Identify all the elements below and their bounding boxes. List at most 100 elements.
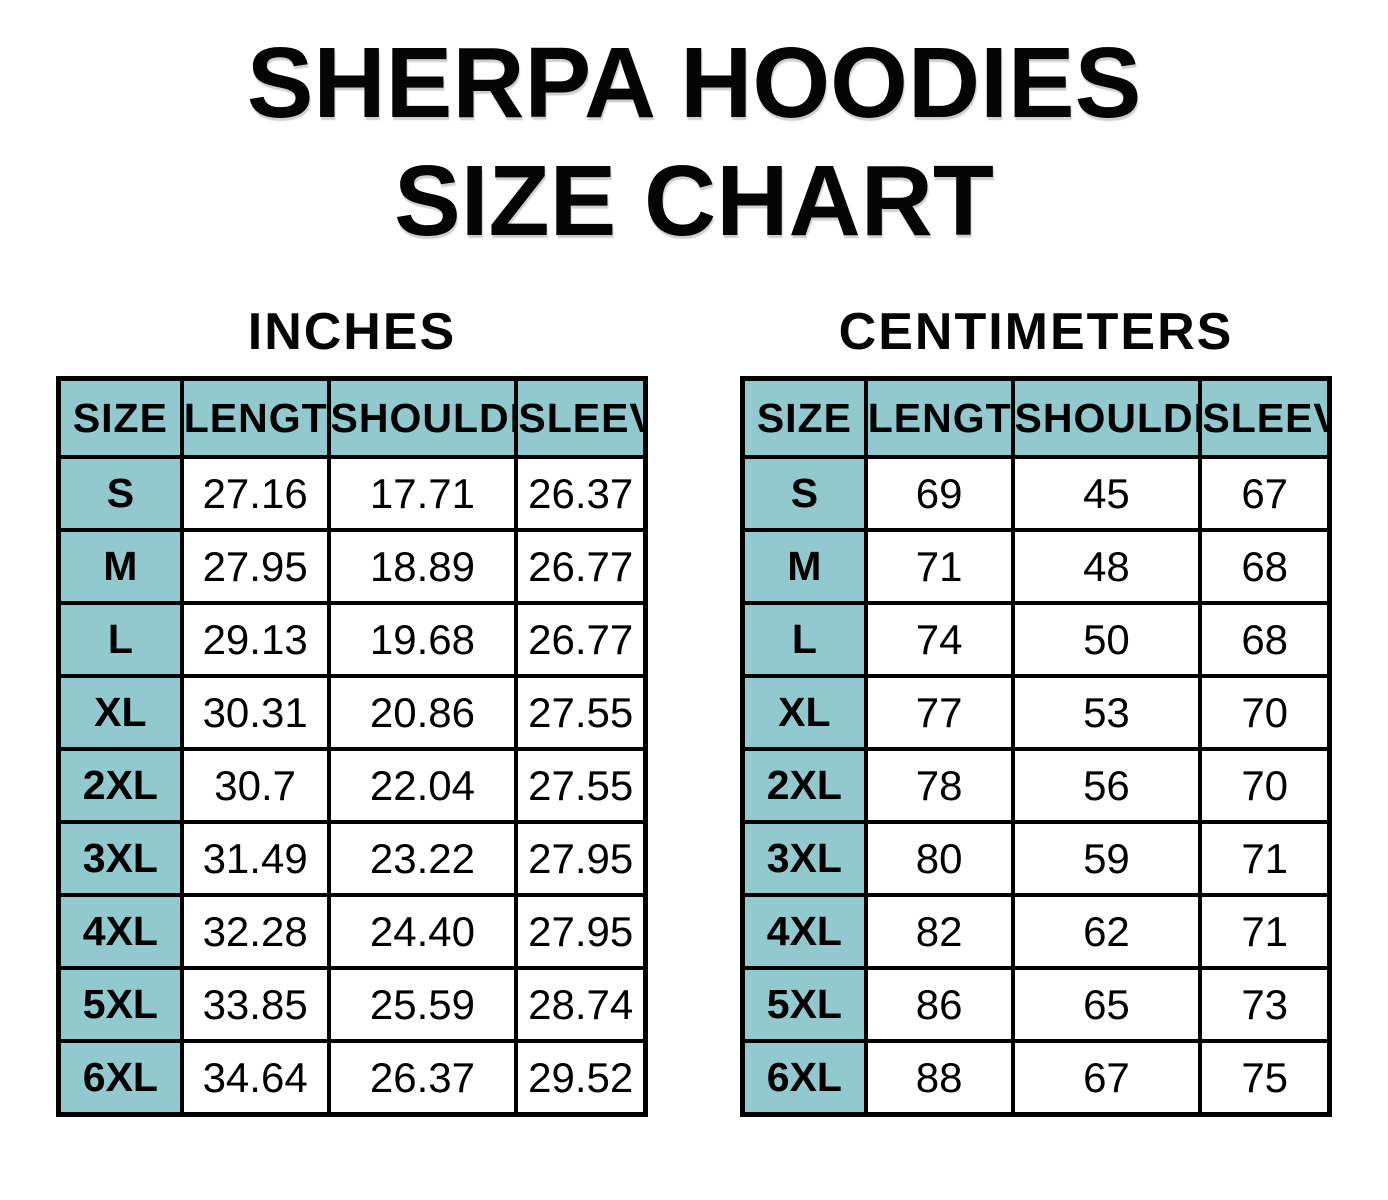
value-cell: 25.59 — [326, 966, 519, 1043]
value-cell: 26.77 — [514, 528, 648, 605]
size-cell: 2XL — [740, 747, 868, 824]
table-row: L 29.13 19.68 26.77 — [56, 601, 648, 678]
value-cell: 67 — [1198, 455, 1332, 532]
column-header-sleeve: SLEEVE — [514, 376, 648, 459]
size-cell: XL — [740, 674, 868, 751]
value-cell: 18.89 — [326, 528, 519, 605]
value-cell: 62 — [1010, 893, 1203, 970]
header-row: SIZE LENGTH SHOULDER SLEEVE — [56, 376, 648, 459]
tables-container: INCHES SIZE LENGTH SHOULDER SLEEVE — [0, 302, 1388, 1117]
value-cell: 70 — [1198, 674, 1332, 751]
value-cell: 26.37 — [326, 1039, 519, 1117]
value-cell: 26.37 — [514, 455, 648, 532]
value-cell: 71 — [1198, 820, 1332, 897]
column-header-sleeve: SLEEVE — [1198, 376, 1332, 459]
table-row: S 27.16 17.71 26.37 — [56, 455, 648, 532]
size-cell: 2XL — [56, 747, 184, 824]
value-cell: 26.77 — [514, 601, 648, 678]
value-cell: 45 — [1010, 455, 1203, 532]
inches-table: SIZE LENGTH SHOULDER SLEEVE S27.1617.712… — [56, 376, 648, 1117]
centimeters-table: SIZE LENGTH SHOULDER SLEEVE S694567M7148… — [740, 376, 1332, 1117]
table-row: M 71 48 68 — [740, 528, 1332, 605]
inches-table-block: INCHES SIZE LENGTH SHOULDER SLEEVE — [56, 302, 648, 1117]
value-cell: 65 — [1010, 966, 1203, 1043]
value-cell: 82 — [863, 893, 1015, 970]
value-cell: 22.04 — [326, 747, 519, 824]
table-row: S 69 45 67 — [740, 455, 1332, 532]
value-cell: 19.68 — [326, 601, 519, 678]
size-cell: M — [56, 528, 184, 605]
value-cell: 31.49 — [179, 820, 331, 897]
value-cell: 29.13 — [179, 601, 331, 678]
value-cell: 28.74 — [514, 966, 648, 1043]
value-cell: 30.31 — [179, 674, 331, 751]
value-cell: 27.95 — [514, 893, 648, 970]
table-row: XL 30.31 20.86 27.55 — [56, 674, 648, 751]
value-cell: 53 — [1010, 674, 1203, 751]
value-cell: 80 — [863, 820, 1015, 897]
column-header-length: LENGTH — [179, 376, 331, 459]
value-cell: 29.52 — [514, 1039, 648, 1117]
table-row: L 74 50 68 — [740, 601, 1332, 678]
header-row: SIZE LENGTH SHOULDER SLEEVE — [740, 376, 1332, 459]
value-cell: 27.16 — [179, 455, 331, 532]
value-cell: 27.55 — [514, 674, 648, 751]
size-cell: XL — [56, 674, 184, 751]
table-row: 3XL 80 59 71 — [740, 820, 1332, 897]
title-line-1: SHERPA HOODIES — [246, 27, 1142, 139]
value-cell: 30.7 — [179, 747, 331, 824]
value-cell: 27.95 — [514, 820, 648, 897]
size-cell: 6XL — [56, 1039, 184, 1117]
value-cell: 24.40 — [326, 893, 519, 970]
value-cell: 33.85 — [179, 966, 331, 1043]
table-row: 6XL 88 67 75 — [740, 1039, 1332, 1117]
size-cell: L — [740, 601, 868, 678]
column-header-size: SIZE — [740, 376, 868, 459]
centimeters-table-block: CENTIMETERS SIZE LENGTH SHOULDER SLEEVE — [740, 302, 1332, 1117]
value-cell: 75 — [1198, 1039, 1332, 1117]
value-cell: 69 — [863, 455, 1015, 532]
size-cell: 6XL — [740, 1039, 868, 1117]
size-cell: 5XL — [56, 966, 184, 1043]
value-cell: 67 — [1010, 1039, 1203, 1117]
value-cell: 78 — [863, 747, 1015, 824]
value-cell: 68 — [1198, 528, 1332, 605]
column-header-shoulder: SHOULDER — [326, 376, 519, 459]
value-cell: 74 — [863, 601, 1015, 678]
value-cell: 48 — [1010, 528, 1203, 605]
size-cell: 3XL — [56, 820, 184, 897]
value-cell: 34.64 — [179, 1039, 331, 1117]
value-cell: 73 — [1198, 966, 1332, 1043]
size-cell: 4XL — [740, 893, 868, 970]
value-cell: 20.86 — [326, 674, 519, 751]
table-row: M 27.95 18.89 26.77 — [56, 528, 648, 605]
value-cell: 77 — [863, 674, 1015, 751]
size-cell: 4XL — [56, 893, 184, 970]
column-header-size: SIZE — [56, 376, 184, 459]
value-cell: 71 — [863, 528, 1015, 605]
table-row: 5XL 33.85 25.59 28.74 — [56, 966, 648, 1043]
value-cell: 50 — [1010, 601, 1203, 678]
value-cell: 32.28 — [179, 893, 331, 970]
table-row: 3XL 31.49 23.22 27.95 — [56, 820, 648, 897]
size-cell: S — [56, 455, 184, 532]
size-cell: 3XL — [740, 820, 868, 897]
size-cell: L — [56, 601, 184, 678]
table-row: 4XL 32.28 24.40 27.95 — [56, 893, 648, 970]
table-row: XL 77 53 70 — [740, 674, 1332, 751]
value-cell: 68 — [1198, 601, 1332, 678]
title-line-2: SIZE CHART — [394, 145, 994, 257]
value-cell: 88 — [863, 1039, 1015, 1117]
page-title: SHERPA HOODIES SIZE CHART — [0, 24, 1388, 260]
table-row: 2XL 78 56 70 — [740, 747, 1332, 824]
value-cell: 71 — [1198, 893, 1332, 970]
table-row: 2XL 30.7 22.04 27.55 — [56, 747, 648, 824]
value-cell: 70 — [1198, 747, 1332, 824]
table-row: 4XL 82 62 71 — [740, 893, 1332, 970]
column-header-length: LENGTH — [863, 376, 1015, 459]
value-cell: 17.71 — [326, 455, 519, 532]
value-cell: 23.22 — [326, 820, 519, 897]
inches-label: INCHES — [247, 303, 457, 361]
table-row: 6XL 34.64 26.37 29.52 — [56, 1039, 648, 1117]
